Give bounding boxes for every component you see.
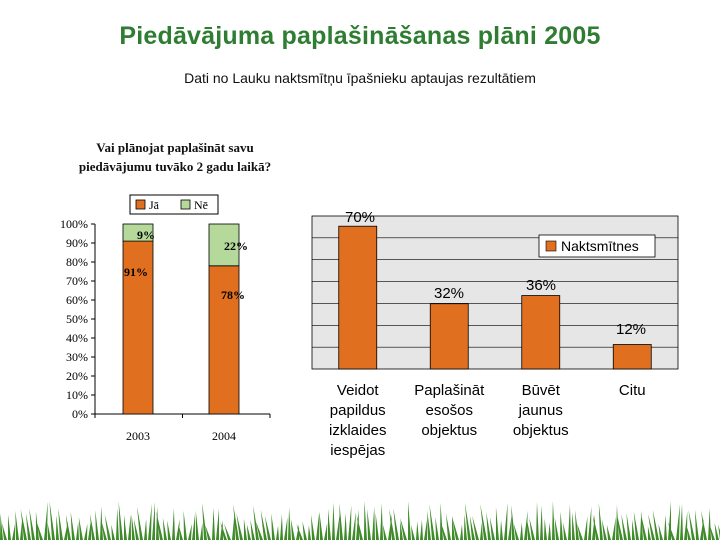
left-y-tick-label: 10% <box>66 388 88 402</box>
right-data-label: 70% <box>345 209 375 226</box>
page-title: Piedāvājuma paplašināšanas plāni 2005 <box>119 22 601 50</box>
legend-label-naktsmitnes: Naktsmītnes <box>561 238 639 254</box>
left-chart: Vai plānojat paplašināt savu piedāvājumu … <box>60 140 271 443</box>
left-bar-ne-2003 <box>122 223 154 242</box>
left-y-tick-label: 90% <box>66 236 88 250</box>
right-x-tick-label: objektus <box>421 422 477 439</box>
left-y-tick-label: 0% <box>72 407 88 421</box>
right-x-tick-label: Veidot <box>337 382 380 399</box>
right-chart-legend: Naktsmītnes <box>538 234 656 258</box>
left-bar-ja-2004 <box>208 265 240 415</box>
left-y-tick-label: 30% <box>66 350 88 364</box>
right-bar <box>429 303 469 370</box>
right-data-label: 32% <box>434 285 464 302</box>
right-x-tick-label: izklaides <box>329 422 387 439</box>
legend-swatch-ne <box>180 199 191 210</box>
legend-swatch-naktsmitnes <box>545 240 557 252</box>
right-bar <box>521 295 561 370</box>
right-x-tick-label: Paplašināt <box>414 382 485 399</box>
legend-swatch-ja <box>135 199 146 210</box>
left-data-label: 9% <box>137 228 155 242</box>
left-y-tick-label: 60% <box>66 293 88 307</box>
left-bar-ne-2004 <box>208 223 240 267</box>
left-x-tick-label: 2004 <box>212 429 236 443</box>
legend-label-ja: Jā <box>149 198 160 212</box>
left-chart-title: Vai plānojat paplašināt savu <box>96 140 253 155</box>
right-x-tick-label: esošos <box>425 402 473 419</box>
left-bar-ja-2003 <box>122 240 154 415</box>
legend-box <box>538 234 656 258</box>
left-y-tick-label: 100% <box>60 217 88 231</box>
left-y-tick-label: 80% <box>66 255 88 269</box>
left-y-tick-label: 70% <box>66 274 88 288</box>
legend-label-ne: Nē <box>194 198 208 212</box>
right-x-tick-label: jaunus <box>518 402 563 419</box>
right-x-tick-label: Būvēt <box>522 382 561 399</box>
right-data-label: 36% <box>526 277 556 294</box>
grass-blades <box>0 500 720 540</box>
left-chart-title: piedāvājumu tuvāko 2 gadu laikā? <box>79 159 271 174</box>
left-data-label: 78% <box>221 288 245 302</box>
left-y-tick-label: 50% <box>66 312 88 326</box>
left-x-tick-label: 2003 <box>126 429 150 443</box>
right-x-tick-label: iespējas <box>330 442 385 459</box>
right-x-tick-label: Citu <box>619 382 646 399</box>
right-bar <box>338 225 378 370</box>
grass-decoration <box>0 500 720 540</box>
right-x-tick-label: papildus <box>330 402 386 419</box>
right-x-tick-label: objektus <box>513 422 569 439</box>
left-chart-legend: Jā Nē <box>129 194 219 215</box>
legend-box <box>129 194 219 215</box>
left-y-tick-label: 40% <box>66 331 88 345</box>
page-subtitle: Dati no Lauku naktsmītņu īpašnieku aptau… <box>184 70 536 86</box>
left-y-tick-label: 20% <box>66 369 88 383</box>
right-data-label: 12% <box>616 321 646 338</box>
left-data-label: 22% <box>224 239 248 253</box>
right-bar <box>612 344 652 370</box>
left-data-label: 91% <box>124 265 148 279</box>
right-chart: Naktsmītnes 70% Veidot papildus izklaides ies… <box>311 209 679 459</box>
